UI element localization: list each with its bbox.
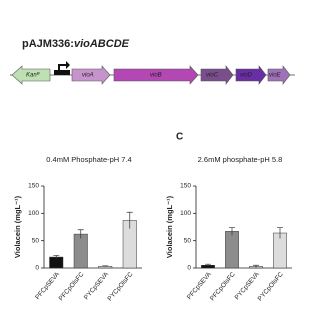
bar xyxy=(73,233,88,269)
gene-label: Kanᴿ xyxy=(26,72,40,79)
gene-label: vioE xyxy=(269,73,282,79)
vioE-gene xyxy=(267,65,291,85)
gene-label: vioB xyxy=(150,73,162,79)
x-tick-label: PFCpSEVA xyxy=(34,270,61,301)
vioD-gene xyxy=(235,65,267,85)
y-tick-label: 150 xyxy=(180,183,191,190)
plasmid-name: pAJM336: xyxy=(22,38,74,50)
vioA-gene xyxy=(71,65,111,85)
x-tick-label: PFCpOlsFC xyxy=(58,271,86,303)
error-bar xyxy=(126,211,133,229)
error-bar xyxy=(77,229,84,239)
gene-label: vioC xyxy=(206,73,219,79)
vioB-gene xyxy=(113,65,199,85)
plasmid-map: Kanᴿ vioA vioB vioC vioD vioE xyxy=(10,61,295,85)
gene-label: vioA xyxy=(82,73,94,79)
promoter-box xyxy=(54,70,70,75)
figure-title: pAJM336:vioABCDE xyxy=(22,38,130,50)
vioC-gene xyxy=(200,65,234,85)
error-bar xyxy=(205,263,211,267)
gene-cluster: vioABCDE xyxy=(74,38,130,50)
chart-title: 0.4mM Phosphate-pH 7.4 xyxy=(46,155,131,164)
error-bar xyxy=(229,227,235,236)
error-bar xyxy=(253,264,259,268)
y-tick-label: 50 xyxy=(32,237,40,244)
x-tick-label: PYCpOlsFC xyxy=(106,271,134,303)
bar xyxy=(225,231,239,269)
error-bar xyxy=(102,265,109,267)
y-axis-label: Violacein (mgL⁻¹) xyxy=(13,195,22,258)
y-tick-label: 100 xyxy=(28,210,39,217)
chart-title: 2.6mM phosphate-pH 5.8 xyxy=(198,155,283,164)
y-tick-label: 0 xyxy=(35,265,39,272)
error-bar xyxy=(53,255,60,259)
y-tick-label: 50 xyxy=(184,237,192,244)
x-tick-label: PYCpOlsFC xyxy=(257,271,285,303)
error-bar xyxy=(277,227,283,239)
gene-label: vioD xyxy=(240,73,253,79)
kan-gene xyxy=(11,65,51,85)
y-axis-label: Violacein (mgL⁻¹) xyxy=(165,195,174,258)
promoter-arrow xyxy=(58,61,70,70)
y-tick-label: 150 xyxy=(28,183,39,190)
x-tick-label: PFCpOlsFC xyxy=(209,271,237,303)
y-tick-label: 100 xyxy=(180,210,191,217)
y-tick-label: 0 xyxy=(187,265,191,272)
panel-label: C xyxy=(176,132,183,143)
